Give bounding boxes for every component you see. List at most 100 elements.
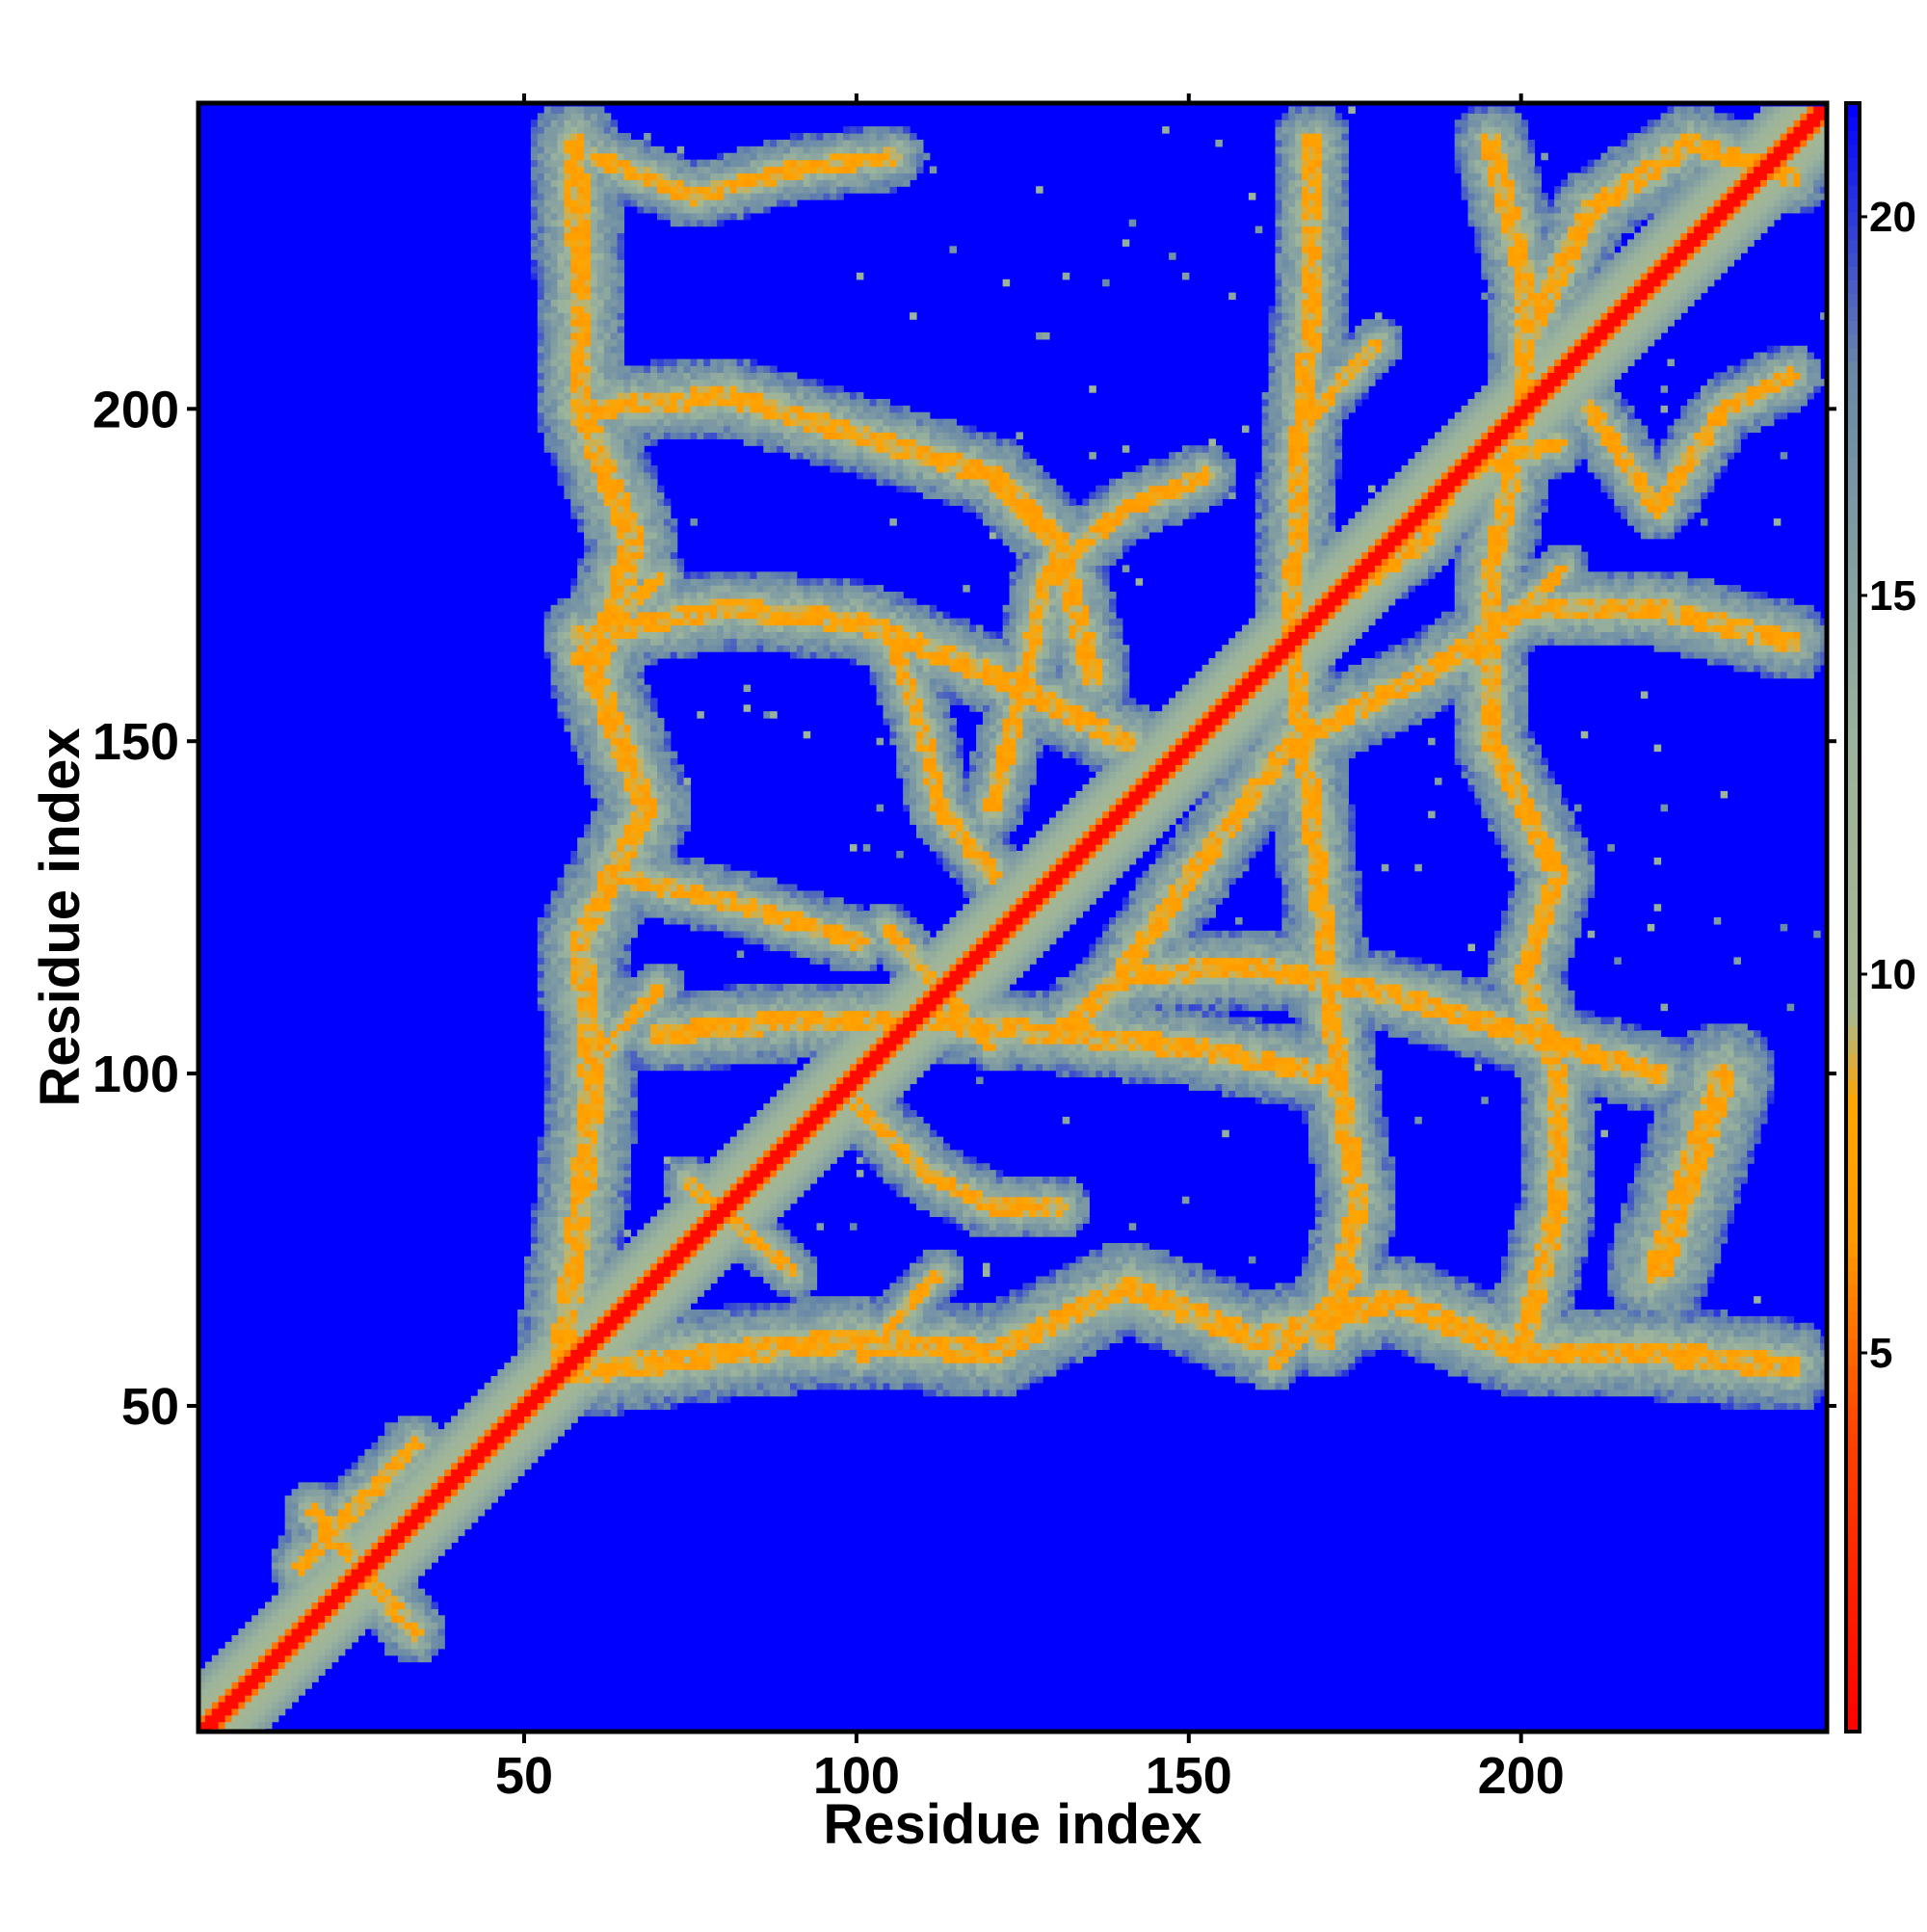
heatmap-cell — [604, 1349, 612, 1357]
heatmap-cell — [331, 1615, 339, 1623]
heatmap-cell — [331, 1635, 339, 1643]
heatmap-cell — [544, 179, 552, 187]
heatmap-cell — [485, 1463, 492, 1470]
heatmap-cell — [564, 432, 571, 439]
heatmap-cell — [584, 532, 592, 540]
heatmap-cell — [671, 385, 678, 393]
heatmap-cell — [298, 1642, 305, 1650]
heatmap-cell — [657, 651, 665, 659]
heatmap-cell — [611, 1170, 619, 1178]
heatmap-cell — [371, 1502, 379, 1510]
heatmap-cell — [690, 1037, 698, 1045]
heatmap-cell — [577, 326, 585, 333]
heatmap-cell — [418, 1622, 426, 1629]
heatmap-cell — [630, 1017, 638, 1024]
heatmap-cell — [591, 1097, 598, 1104]
heatmap-cell — [458, 1436, 465, 1443]
heatmap-cell — [623, 592, 631, 599]
heatmap-cell — [231, 1662, 239, 1670]
heatmap-cell — [637, 651, 645, 659]
heatmap-cell — [690, 598, 698, 606]
heatmap-cell — [564, 452, 571, 460]
heatmap-cell — [630, 784, 638, 792]
heatmap-cell — [551, 153, 559, 161]
heatmap-cell — [630, 638, 638, 646]
heatmap-cell — [591, 938, 598, 945]
heatmap-cell — [650, 651, 658, 659]
heatmap-cell — [577, 658, 585, 666]
heatmap-cell — [538, 1170, 545, 1178]
heatmap-cell — [611, 226, 619, 234]
heatmap-cell — [285, 1628, 293, 1636]
heatmap-cell — [531, 1349, 539, 1357]
heatmap-cell — [405, 1622, 412, 1629]
heatmap-cell — [644, 179, 651, 187]
heatmap-cell — [618, 1137, 625, 1145]
heatmap-cell — [604, 725, 612, 732]
heatmap-cell — [570, 472, 578, 480]
heatmap-cell — [597, 725, 605, 732]
heatmap-cell — [597, 864, 605, 872]
heatmap-cell — [657, 831, 665, 838]
heatmap-cell — [684, 811, 692, 819]
heatmap-cell — [584, 950, 592, 958]
heatmap-cell — [637, 545, 645, 553]
heatmap-cell — [551, 1144, 559, 1151]
heatmap-cell — [671, 1376, 678, 1384]
heatmap-cell — [591, 672, 598, 679]
heatmap-cell — [604, 1030, 612, 1038]
heatmap-cell — [584, 266, 592, 274]
heatmap-cell — [684, 1263, 692, 1271]
heatmap-cell — [684, 638, 692, 646]
heatmap-cell — [292, 1688, 300, 1696]
heatmap-cell — [570, 1204, 578, 1211]
heatmap-cell — [378, 1622, 385, 1629]
heatmap-cell — [650, 738, 658, 746]
heatmap-cell — [677, 419, 685, 427]
heatmap-cell — [304, 1642, 312, 1650]
heatmap-cell — [584, 931, 592, 939]
heatmap-cell — [538, 957, 545, 965]
heatmap-cell — [611, 126, 619, 134]
heatmap-cell — [677, 426, 685, 434]
heatmap-cell — [311, 1662, 319, 1670]
heatmap-cell — [352, 1522, 359, 1530]
heatmap-cell — [557, 472, 565, 480]
heatmap-cell — [584, 1011, 592, 1019]
heatmap-cell — [298, 1635, 305, 1643]
heatmap-cell — [311, 1582, 319, 1590]
heatmap-cell — [570, 718, 578, 726]
heatmap-cell — [604, 559, 612, 567]
heatmap-cell — [690, 1177, 698, 1184]
heatmap-cell — [444, 1489, 452, 1496]
heatmap-cell — [671, 811, 678, 819]
heatmap-cell — [358, 1536, 366, 1544]
heatmap-cell — [551, 1263, 559, 1271]
heatmap-cell — [584, 665, 592, 673]
heatmap-cell — [538, 1210, 545, 1218]
heatmap-cell — [577, 1004, 585, 1012]
heatmap-cell — [650, 1004, 658, 1012]
heatmap-cell — [677, 818, 685, 826]
heatmap-cell — [584, 1183, 592, 1191]
heatmap-cell — [504, 1403, 512, 1411]
heatmap-cell — [650, 970, 658, 978]
heatmap-cell — [630, 890, 638, 898]
heatmap-cell — [285, 1655, 293, 1663]
heatmap-cell — [591, 505, 598, 513]
heatmap-cell — [551, 984, 559, 992]
heatmap-cell — [584, 598, 592, 606]
heatmap-cell — [671, 764, 678, 772]
heatmap-cell — [298, 1502, 305, 1510]
heatmap-cell — [551, 1323, 559, 1331]
heatmap-cell — [285, 1662, 293, 1670]
heatmap-cell — [637, 731, 645, 739]
heatmap-cell — [584, 326, 592, 333]
heatmap-cell — [650, 791, 658, 799]
heatmap-cell — [551, 1177, 559, 1184]
heatmap-cell — [298, 1489, 305, 1496]
heatmap-cell — [311, 1509, 319, 1517]
heatmap-cell — [557, 1011, 565, 1019]
heatmap-cell — [251, 1642, 259, 1650]
heatmap-cell — [538, 1204, 545, 1211]
